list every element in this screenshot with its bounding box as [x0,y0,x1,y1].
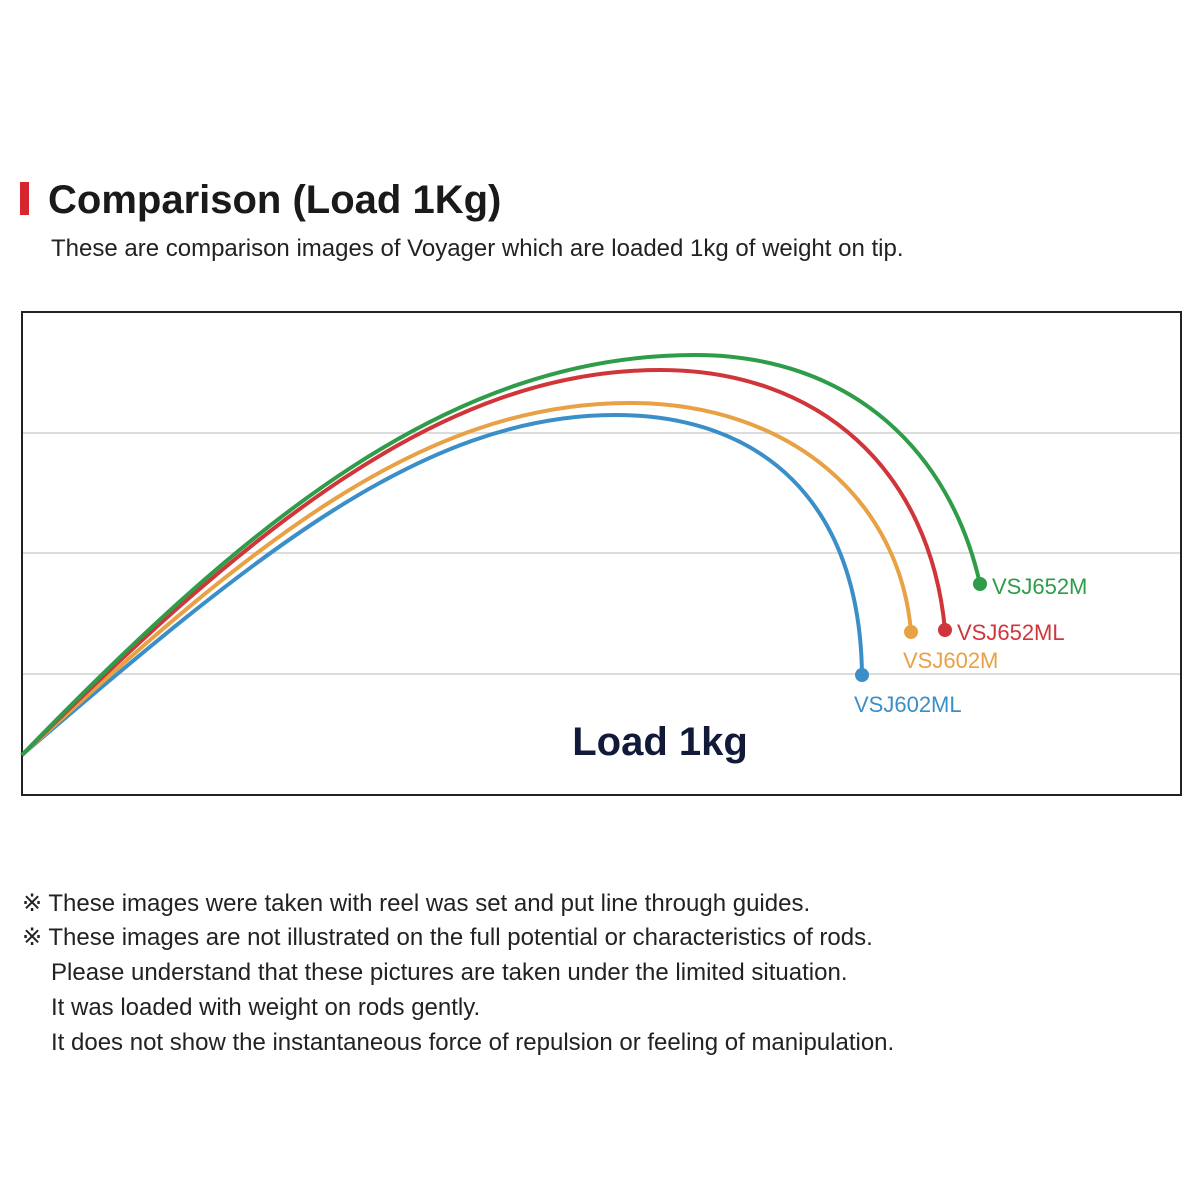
rod-curve [20,352,982,757]
rod-tip [904,625,918,639]
note: It does not show the instantaneous force… [51,1029,894,1056]
note: Please understand that these pictures ar… [51,959,848,986]
rod-label: VSJ652ML [957,620,1065,645]
title-marker [20,182,29,215]
diagram-label: Load 1kg [572,720,748,764]
rod-label: VSJ652M [992,574,1087,599]
rod-label: VSJ602M [903,648,998,673]
note: ※ These images were taken with reel was … [22,890,810,917]
title: Comparison (Load 1Kg) [48,178,501,222]
rod-curve [20,367,947,757]
rod-curve [20,412,864,757]
note: It was loaded with weight on rods gently… [51,994,480,1021]
diagram: VSJ652M VSJ652ML VSJ602M VSJ602ML Load 1… [20,311,1182,796]
rod-tip [973,577,987,591]
rod-tip [938,623,952,637]
rod-tip [855,668,869,682]
subtitle: These are comparison images of Voyager w… [51,235,904,262]
rod-label: VSJ602ML [854,692,962,717]
rod-curve [20,400,913,757]
note: ※ These images are not illustrated on th… [22,924,873,951]
